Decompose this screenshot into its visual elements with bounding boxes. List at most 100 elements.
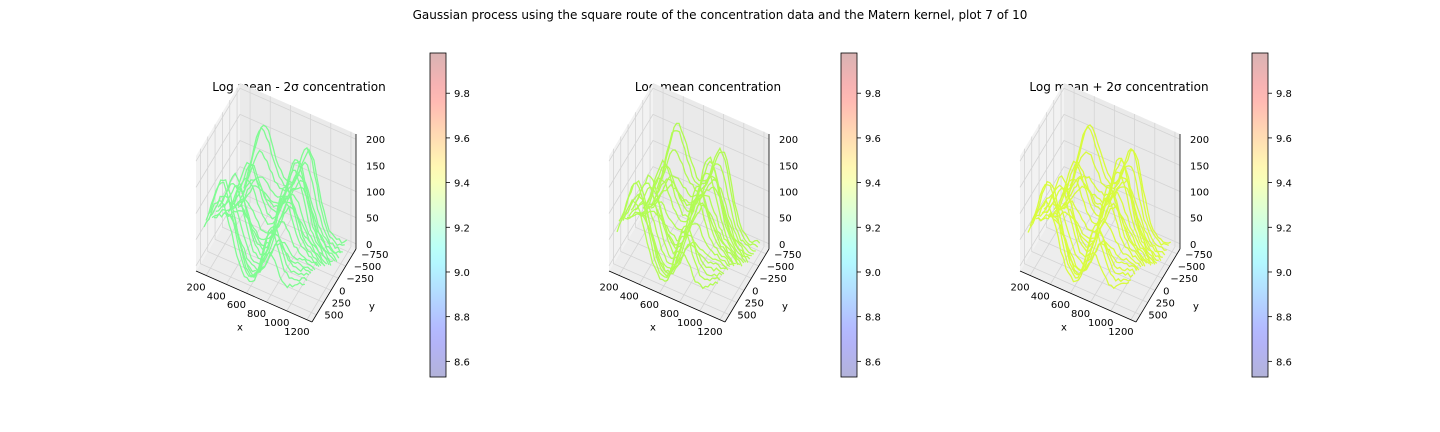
z-tick-label: 100 — [1190, 188, 1209, 199]
scatter-row — [652, 175, 754, 255]
x-axis-label: x — [650, 323, 656, 334]
x-axis-label: x — [1061, 323, 1067, 334]
scatter-row — [1049, 205, 1152, 266]
z-tick-label: 50 — [779, 214, 792, 225]
z-tick-label: 50 — [366, 214, 379, 225]
subplot-title: Log mean concentration — [635, 80, 781, 94]
x-tick-label: 800 — [660, 309, 679, 320]
z-tick-label: 200 — [779, 135, 798, 146]
y-tick-label: −500 — [354, 262, 381, 273]
y-axis-line — [1135, 248, 1181, 323]
colorbar-tick-label: 8.8 — [454, 313, 470, 324]
colorbar-tick-label: 9.8 — [1276, 89, 1292, 100]
scatter-row — [1065, 151, 1167, 251]
z-tick-label: 0 — [1190, 240, 1196, 251]
x-tick-label: 400 — [207, 291, 226, 302]
z-tick-label: 200 — [366, 135, 385, 146]
scatter-row — [217, 182, 320, 267]
colorbar-tick-label: 9.2 — [1276, 223, 1292, 234]
y-gridline — [221, 112, 339, 279]
y-tick-label: 0 — [752, 286, 758, 297]
scatter-row — [642, 172, 745, 264]
z-tick-label: 100 — [366, 188, 385, 199]
scatter-row — [622, 193, 725, 275]
y-gridline — [635, 112, 752, 279]
y-gridline — [214, 124, 332, 291]
z-gridline — [608, 113, 770, 188]
y-tick-label: −500 — [767, 262, 794, 273]
x-tick-label: 1200 — [284, 327, 309, 338]
y-tick-label: 500 — [737, 311, 756, 322]
scatter-row — [203, 199, 306, 289]
subplot-3: Log mean + 2σ concentration2004006008001… — [1011, 52, 1292, 378]
y-axis-line — [724, 248, 770, 323]
colorbar — [429, 52, 447, 378]
x-gridline — [205, 87, 251, 276]
colorbar-tick-label: 8.8 — [865, 313, 881, 324]
z-gridline — [195, 87, 357, 162]
y-tick-label: 250 — [745, 299, 764, 310]
x-tick-label: 1000 — [1088, 318, 1113, 329]
scatter-row — [654, 149, 756, 252]
scatter-row — [638, 204, 741, 266]
colorbar-tick-label: 9.0 — [1276, 268, 1292, 279]
colorbar-tick-label: 9.4 — [454, 179, 470, 190]
y-tick-label: −750 — [361, 250, 388, 261]
x-gridline — [1029, 87, 1075, 276]
x-tick-label: 400 — [1031, 291, 1050, 302]
scatter-row — [235, 173, 338, 262]
x-tick-label: 800 — [247, 309, 266, 320]
scatter-row — [1063, 174, 1166, 256]
scatter-row — [1069, 124, 1171, 244]
scatter-row — [1061, 185, 1163, 259]
z-tick-label: 150 — [366, 161, 385, 172]
colorbar-tick-label: 9.0 — [865, 268, 881, 279]
colorbar-tick-label: 9.4 — [865, 179, 881, 190]
z-gridline — [1019, 113, 1181, 188]
x-axis-line — [1019, 270, 1137, 323]
colorbar-tick-label: 8.6 — [865, 357, 881, 368]
colorbar-tick-label: 8.6 — [1276, 357, 1292, 368]
scatter-row — [245, 124, 348, 245]
z-gridline — [195, 113, 357, 188]
z-gridline — [1019, 87, 1181, 162]
z-tick-label: 50 — [1190, 214, 1203, 225]
x-gridline — [306, 131, 352, 320]
x-gridline — [719, 131, 765, 320]
z-gridline — [195, 139, 357, 214]
y-tick-label: −250 — [346, 274, 373, 285]
x-tick-label: 1200 — [697, 327, 722, 338]
y-tick-label: −500 — [1178, 262, 1205, 273]
y-axis-label: y — [369, 302, 375, 313]
z-gridline — [608, 87, 770, 162]
scatter-row — [237, 185, 340, 259]
scatter-series — [616, 122, 761, 290]
y-tick-label: 0 — [1163, 286, 1169, 297]
colorbar-tick-label: 8.8 — [1276, 313, 1292, 324]
colorbar-tick-label: 9.6 — [454, 134, 470, 145]
colorbar-tick-label: 9.2 — [454, 223, 470, 234]
y-tick-label: 500 — [324, 311, 343, 322]
x-gridline — [618, 87, 664, 276]
y-tick-label: −750 — [774, 250, 801, 261]
y-axis-line — [311, 248, 357, 323]
colorbar-tick-label: 9.2 — [865, 223, 881, 234]
colorbar-tick-label: 9.0 — [454, 268, 470, 279]
scatter-row — [658, 122, 761, 244]
scatter-row — [1037, 213, 1140, 272]
scatter-row — [239, 176, 342, 254]
scatter-row — [1039, 202, 1142, 268]
x-tick-label: 200 — [1011, 282, 1030, 293]
z-tick-label: 200 — [1190, 135, 1209, 146]
colorbar-tick-label: 9.8 — [865, 89, 881, 100]
z-tick-label: 0 — [366, 240, 372, 251]
scatter-row — [1031, 180, 1134, 278]
scatter-row — [616, 198, 719, 290]
scatter-row — [626, 213, 729, 272]
subplot-2: Log mean concentration200400600800100012… — [600, 52, 881, 378]
scatter-row — [1045, 187, 1148, 264]
x-tick-label: 1000 — [264, 318, 289, 329]
y-tick-label: 250 — [332, 299, 351, 310]
y-gridline — [620, 136, 737, 303]
x-tick-label: 600 — [227, 300, 246, 311]
